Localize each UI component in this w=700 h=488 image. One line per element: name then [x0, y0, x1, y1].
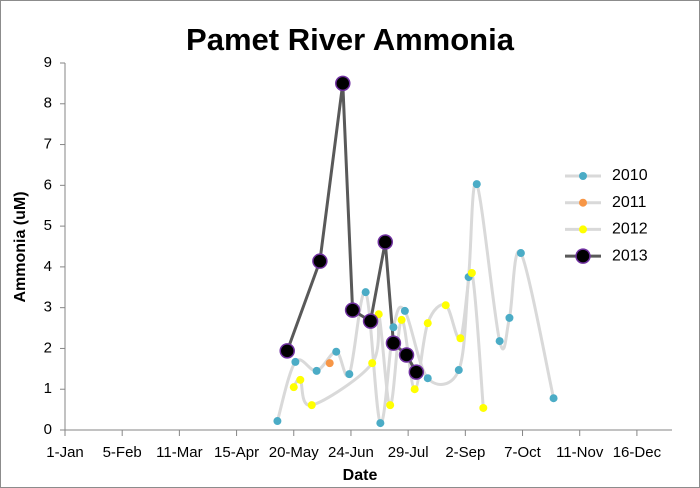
legend-label: 2011	[612, 194, 647, 211]
data-point	[273, 417, 282, 426]
y-tick-label: 2	[44, 339, 52, 356]
data-point	[332, 347, 341, 356]
x-tick-label: 16-Dec	[613, 444, 662, 461]
data-point	[397, 315, 406, 324]
y-tick-label: 3	[44, 299, 52, 316]
y-tick-label: 5	[44, 217, 52, 234]
data-point	[385, 335, 402, 351]
legend-marker	[579, 225, 587, 234]
x-tick-label: 11-Mar	[156, 444, 202, 461]
data-point	[335, 75, 351, 92]
y-tick-label: 7	[44, 136, 52, 153]
data-point	[516, 249, 525, 258]
x-tick-label: 2-Sep	[445, 444, 485, 461]
data-point	[312, 366, 321, 375]
data-point	[325, 359, 334, 368]
data-point	[400, 306, 409, 315]
data-point	[479, 403, 488, 412]
x-axis-label: Date	[343, 467, 378, 484]
data-point	[361, 288, 370, 297]
x-tick-label: 5-Feb	[103, 444, 142, 461]
data-point	[423, 374, 432, 383]
data-point	[296, 375, 305, 384]
y-tick-label: 0	[44, 421, 52, 438]
y-axis-label: Ammonia (uM)	[12, 191, 29, 302]
data-point	[279, 343, 295, 359]
data-point	[410, 385, 419, 394]
x-tick-label: 20-May	[269, 444, 320, 461]
y-tick-label: 9	[44, 54, 52, 71]
data-point	[368, 359, 377, 368]
data-point	[289, 383, 298, 392]
legend-marker	[579, 172, 587, 180]
data-point	[408, 364, 425, 380]
data-point	[454, 366, 463, 375]
x-tick-label: 7-Oct	[504, 444, 542, 461]
data-point	[374, 310, 383, 319]
x-tick-label: 11-Nov	[556, 444, 604, 461]
data-point	[376, 419, 385, 428]
data-point	[291, 357, 300, 366]
legend-label: 2012	[612, 221, 648, 238]
data-point	[441, 301, 450, 310]
x-tick-label: 1-Jan	[46, 444, 84, 461]
y-tick-label: 1	[44, 380, 52, 397]
data-point	[423, 319, 432, 328]
legend-marker	[579, 198, 587, 207]
legend-marker	[575, 248, 591, 264]
data-point	[398, 347, 415, 363]
data-point	[386, 401, 395, 410]
chart-title: Pamet River Ammonia	[186, 22, 515, 57]
data-point	[456, 334, 465, 343]
data-point	[389, 323, 398, 332]
y-tick-label: 6	[44, 176, 52, 193]
legend-label: 2013	[612, 247, 648, 264]
data-point	[362, 313, 379, 329]
data-point	[505, 313, 514, 322]
x-tick-label: 15-Apr	[214, 444, 259, 461]
y-tick-label: 8	[44, 95, 52, 112]
data-point	[377, 234, 394, 250]
x-tick-label: 29-Jul	[388, 444, 429, 461]
data-point	[345, 370, 354, 379]
data-point	[467, 269, 476, 278]
data-point	[312, 253, 328, 269]
data-point	[549, 394, 558, 403]
y-tick-label: 4	[44, 258, 52, 275]
x-tick-label: 24-Jun	[328, 444, 374, 461]
data-point	[495, 337, 504, 346]
data-point	[307, 401, 316, 410]
legend-label: 2010	[612, 167, 648, 184]
data-point	[472, 180, 481, 189]
data-point	[344, 302, 361, 318]
